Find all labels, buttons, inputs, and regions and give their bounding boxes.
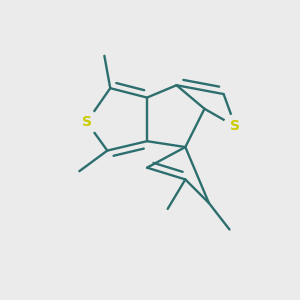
Text: S: S (230, 119, 240, 134)
Text: S: S (82, 115, 92, 129)
Circle shape (224, 115, 247, 138)
Circle shape (75, 110, 98, 134)
